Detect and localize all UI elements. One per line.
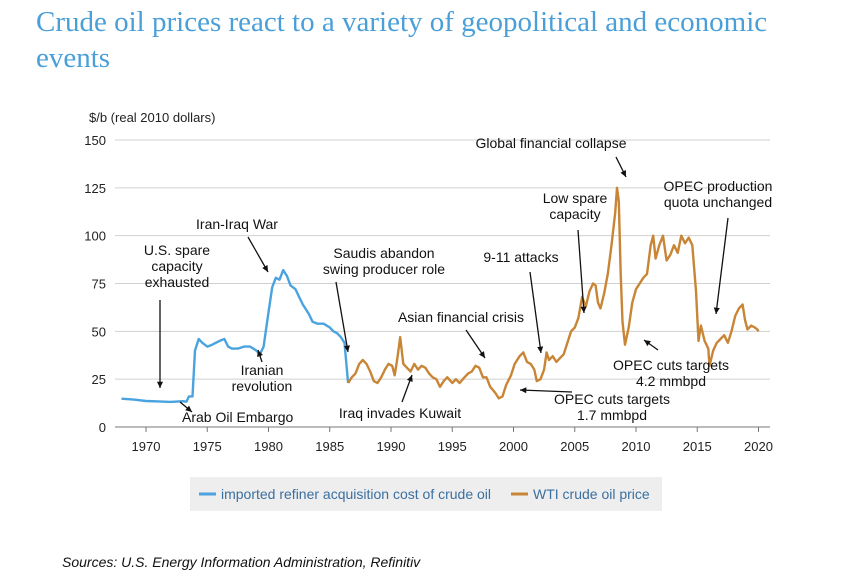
annotation-label: Saudis abandon bbox=[333, 245, 434, 261]
source-note: Sources: U.S. Energy Information Adminis… bbox=[62, 554, 421, 570]
annotation-label: 1.7 mmbpd bbox=[577, 407, 647, 423]
legend-box bbox=[190, 477, 662, 511]
y-tick-label: 75 bbox=[92, 277, 106, 292]
annotation-arrow bbox=[519, 389, 573, 393]
annotation: Iran-Iraq War bbox=[196, 216, 278, 273]
annotation-arrow bbox=[335, 281, 349, 353]
x-tick-label: 1985 bbox=[315, 439, 344, 454]
annotation-label: quota unchanged bbox=[664, 194, 772, 210]
annotation-label: capacity bbox=[549, 206, 600, 222]
annotation-label: Asian financial crisis bbox=[398, 309, 524, 325]
x-tick-label: 1980 bbox=[254, 439, 283, 454]
annotation-label: Iraq invades Kuwait bbox=[339, 405, 461, 421]
annotation-label: Iran-Iraq War bbox=[196, 216, 278, 232]
annotation-label: Iranian bbox=[241, 362, 284, 378]
arrowhead-icon bbox=[713, 307, 720, 314]
legend-label: WTI crude oil price bbox=[533, 486, 650, 502]
arrowhead-icon bbox=[406, 375, 413, 382]
series-line-wti bbox=[347, 186, 760, 400]
annotation-label: OPEC production bbox=[664, 178, 773, 194]
arrowhead-icon bbox=[537, 346, 544, 353]
annotation-label: exhausted bbox=[145, 274, 210, 290]
annotation-label: revolution bbox=[232, 378, 293, 394]
annotation: Global financial collapse bbox=[476, 135, 627, 178]
y-tick-label: 125 bbox=[84, 181, 106, 196]
annotation-label: swing producer role bbox=[323, 261, 445, 277]
chart-title: Crude oil prices react to a variety of g… bbox=[36, 6, 768, 74]
annotation-label: 9-11 attacks bbox=[483, 249, 558, 265]
y-tick-label: 100 bbox=[84, 229, 106, 244]
annotation-arrow bbox=[247, 236, 269, 273]
annotation-arrow bbox=[529, 271, 542, 354]
gridlines bbox=[115, 139, 770, 380]
annotation-arrow bbox=[715, 217, 729, 315]
x-tick-label: 2010 bbox=[622, 439, 651, 454]
annotation: 9-11 attacks bbox=[483, 249, 559, 354]
x-tick-label: 2015 bbox=[683, 439, 712, 454]
arrowhead-icon bbox=[185, 405, 192, 412]
arrowhead-icon bbox=[520, 387, 527, 394]
legend: imported refiner acquisition cost of cru… bbox=[190, 477, 662, 511]
arrowhead-icon bbox=[644, 340, 651, 347]
annotation-label: 4.2 mmbpd bbox=[636, 373, 706, 389]
annotation-arrow bbox=[577, 229, 585, 314]
x-tick-label: 2000 bbox=[499, 439, 528, 454]
x-tick-label: 1975 bbox=[193, 439, 222, 454]
y-axis-label: $/b (real 2010 dollars) bbox=[89, 110, 215, 125]
x-tick-label: 2020 bbox=[744, 439, 773, 454]
arrowhead-icon bbox=[156, 381, 164, 388]
annotation-label: OPEC cuts targets bbox=[554, 391, 670, 407]
arrowhead-icon bbox=[580, 306, 587, 313]
annotation: Iraq invades Kuwait bbox=[339, 374, 461, 421]
x-tick-label: 1995 bbox=[438, 439, 467, 454]
annotation-label: OPEC cuts targets bbox=[613, 357, 729, 373]
x-tick-label: 1990 bbox=[377, 439, 406, 454]
annotation-label: Low spare bbox=[543, 190, 608, 206]
arrowhead-icon bbox=[343, 345, 350, 352]
arrowhead-icon bbox=[257, 350, 263, 357]
legend-label: imported refiner acquisition cost of cru… bbox=[221, 486, 491, 502]
annotation-label: capacity bbox=[151, 258, 202, 274]
annotation-label: U.S. spare bbox=[144, 242, 210, 258]
x-tick-label: 1970 bbox=[132, 439, 161, 454]
arrowhead-icon bbox=[262, 265, 268, 272]
annotation: Arab Oil Embargo bbox=[179, 401, 293, 425]
annotation: Asian financial crisis bbox=[398, 309, 524, 359]
y-tick-label: 0 bbox=[99, 420, 106, 435]
axes: 0 25 50 75 100 125 150 1970 1975 1980 1985 1990 1995… bbox=[84, 133, 773, 454]
y-tick-label: 150 bbox=[84, 133, 106, 148]
arrowhead-icon bbox=[620, 170, 626, 177]
annotation-label: Global financial collapse bbox=[476, 135, 627, 151]
annotation-label: Arab Oil Embargo bbox=[182, 409, 293, 425]
y-tick-label: 25 bbox=[92, 372, 106, 387]
x-tick-label: 2005 bbox=[560, 439, 589, 454]
arrowhead-icon bbox=[478, 351, 485, 358]
y-tick-label: 50 bbox=[92, 324, 106, 339]
